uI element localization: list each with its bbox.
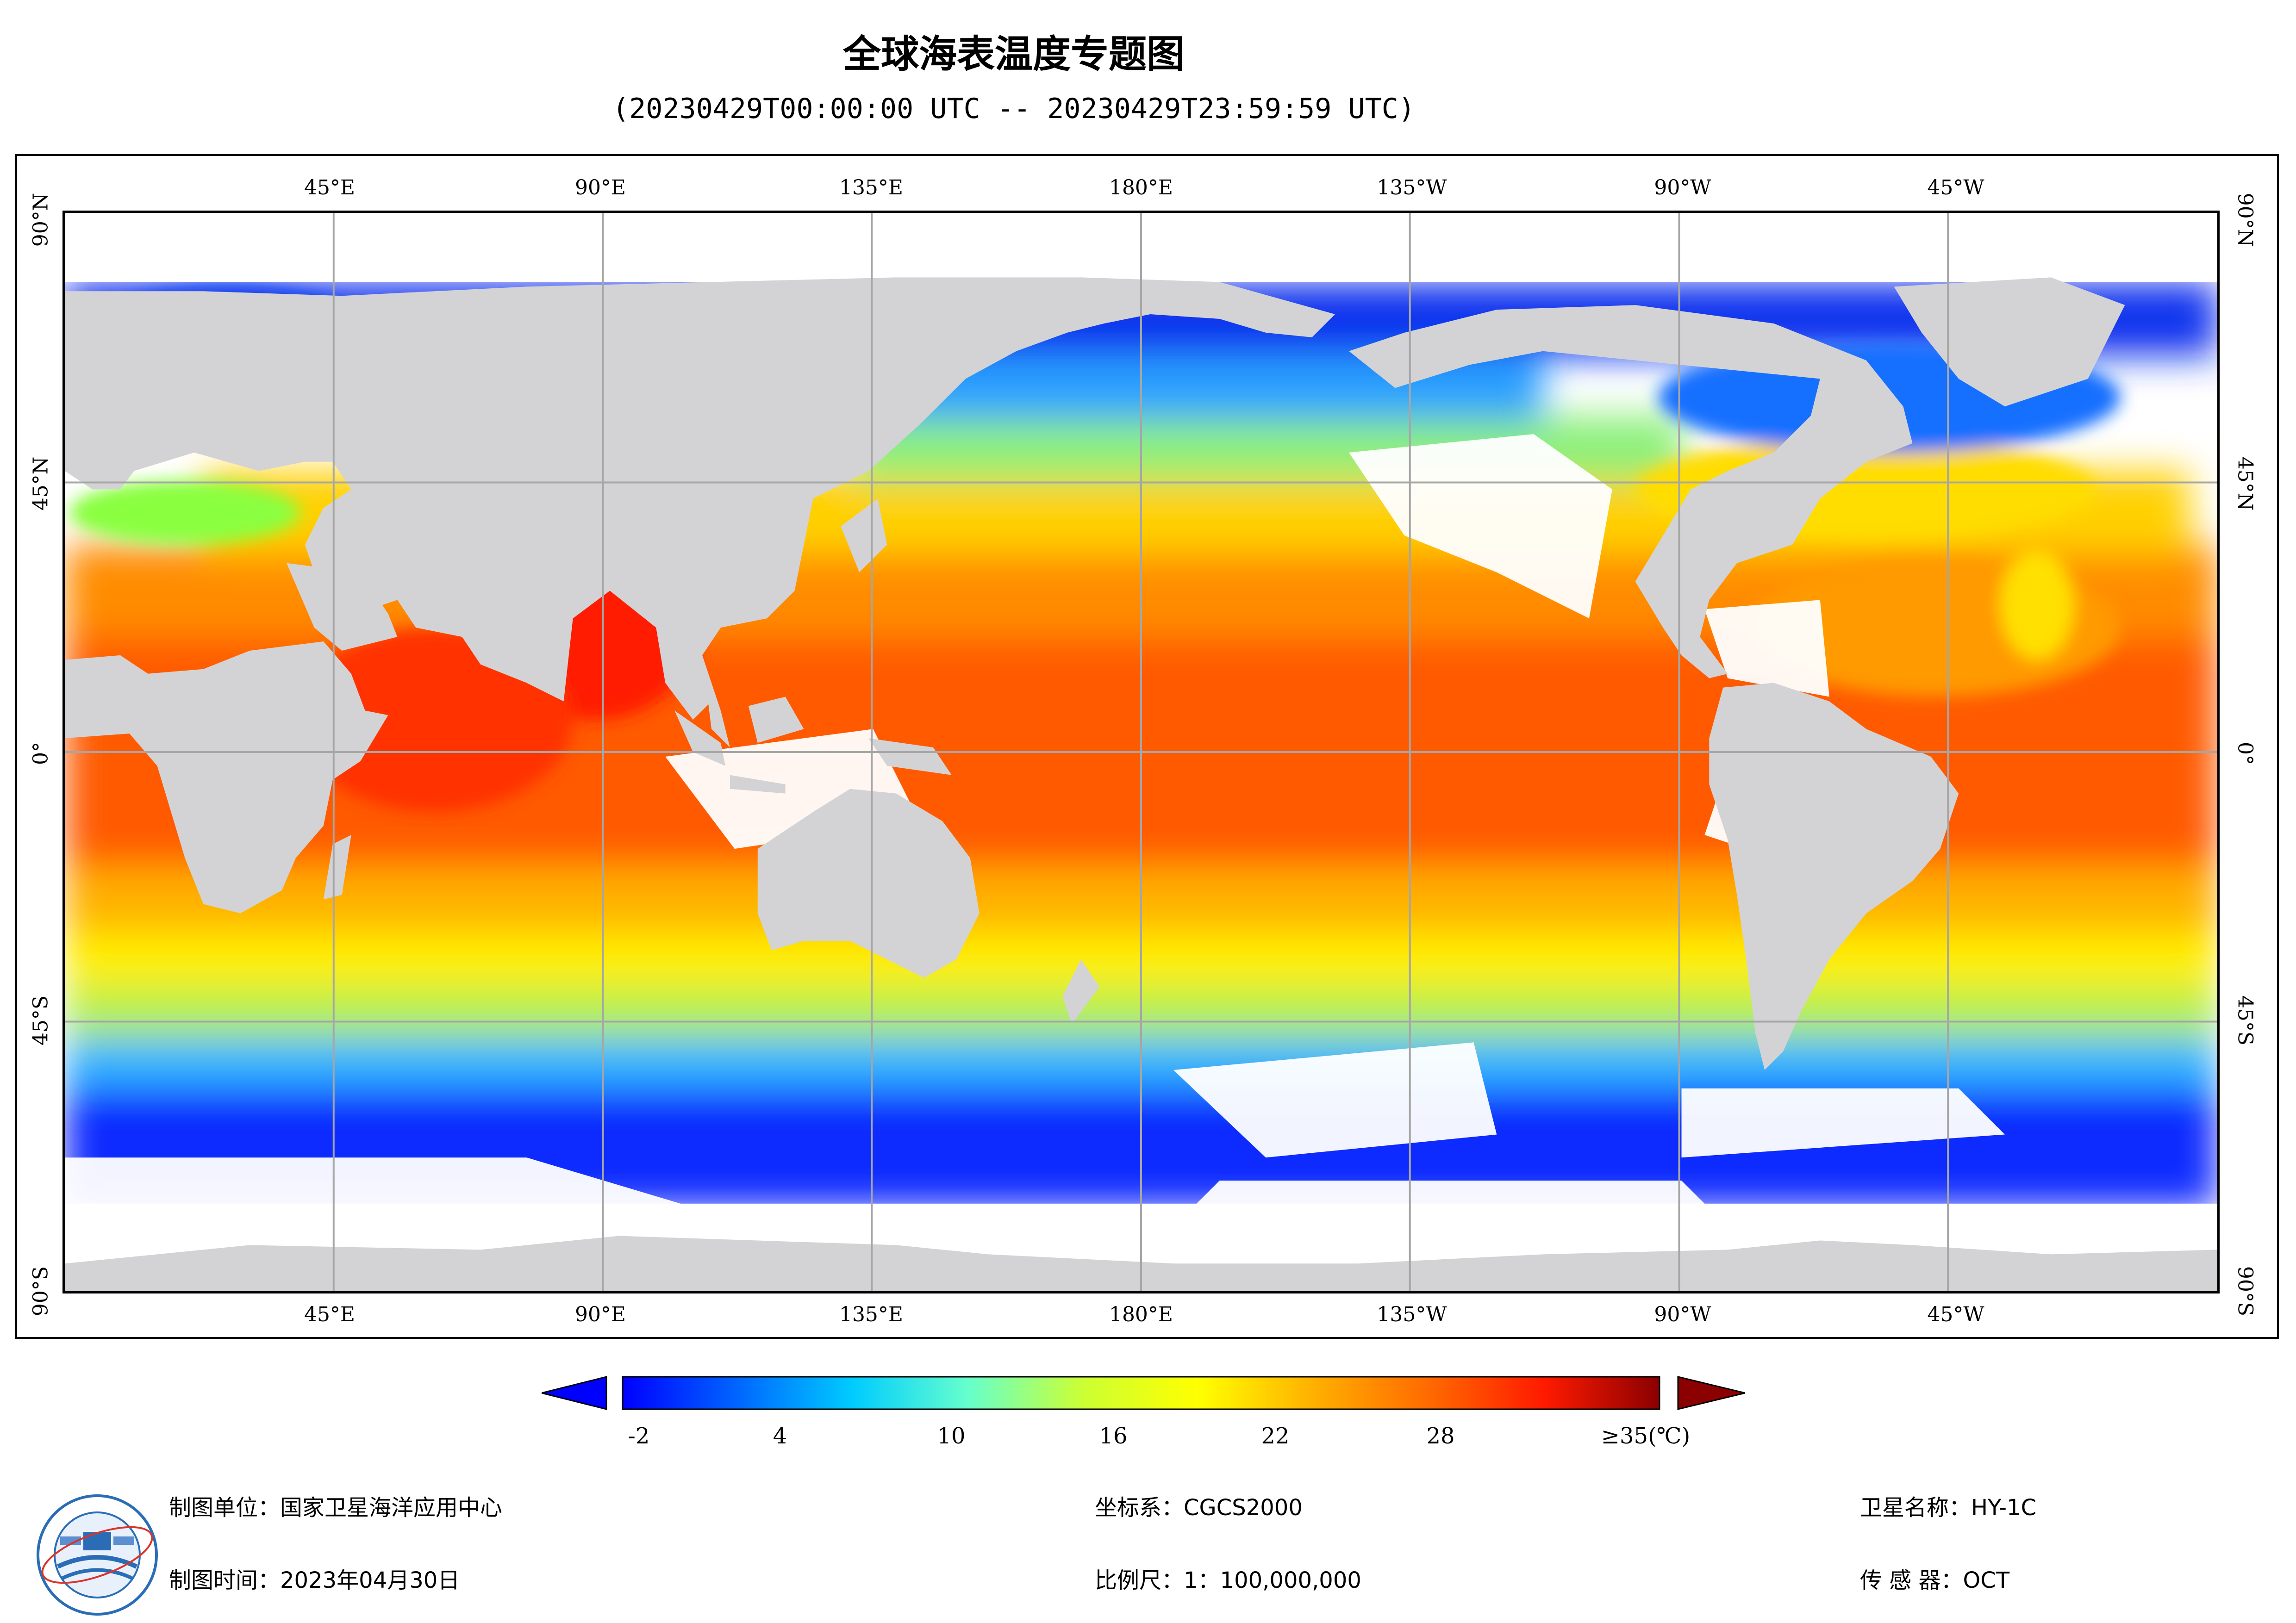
- lon-label-bottom: 135°E: [839, 1303, 904, 1326]
- no-data-north-pacific: [1349, 434, 1612, 619]
- mapping-date: 制图时间：2023年04月30日: [169, 1567, 460, 1593]
- lon-label-bottom: 180°E: [1109, 1303, 1173, 1326]
- colorbar: [542, 1372, 1745, 1414]
- map-scale: 比例尺：1：100,000,000: [1095, 1567, 1361, 1593]
- coordinate-system: 坐标系：CGCS2000: [1095, 1495, 1303, 1521]
- lat-label-left: 45°N: [29, 456, 53, 511]
- no-data-south-pacific: [1173, 1042, 1497, 1158]
- lon-label-top: 90°W: [1654, 176, 1711, 199]
- mapping-unit: 制图单位：国家卫星海洋应用中心: [169, 1495, 503, 1521]
- colorbar-tick-label: 10: [937, 1423, 966, 1449]
- lat-label-left: 90°S: [29, 1266, 53, 1317]
- land-greenland: [1894, 277, 2125, 407]
- lon-label-top: 180°E: [1109, 176, 1173, 199]
- colorbar-underflow-arrow: [542, 1376, 607, 1410]
- lon-label-bottom: 45°E: [304, 1303, 356, 1326]
- graticule: [65, 213, 2217, 1291]
- colorbar-tick-label: 16: [1099, 1423, 1128, 1449]
- no-data-east-pacific: [1704, 600, 1829, 697]
- lon-label-top: 135°E: [839, 176, 904, 199]
- lon-label-bottom: 90°E: [574, 1303, 626, 1326]
- map-title: 全球海表温度专题图: [842, 32, 1185, 76]
- sst-cool-mediterranean: [69, 480, 300, 545]
- land-new-zealand: [1062, 959, 1100, 1024]
- lat-label-left: 45°S: [29, 995, 53, 1046]
- lon-label-bottom: 45°W: [1927, 1303, 1984, 1326]
- lat-label-right: 45°N: [2233, 456, 2257, 511]
- lon-label-top: 135°W: [1377, 176, 1447, 199]
- land-japan: [841, 498, 887, 572]
- lat-label-left: 0°: [29, 742, 53, 765]
- colorbar-gradient-bar: [622, 1376, 1660, 1410]
- lat-label-right: 0°: [2233, 742, 2257, 765]
- lon-label-top: 90°E: [574, 176, 626, 199]
- lat-label-right: 90°S: [2233, 1266, 2257, 1317]
- sst-map-canvas: [65, 213, 2217, 1291]
- lat-label-right: 45°S: [2233, 995, 2257, 1046]
- colorbar-tick-label: 28: [1426, 1423, 1455, 1449]
- time-range-subtitle: (20230429T00:00:00 UTC -- 20230429T23:59…: [612, 93, 1415, 125]
- colorbar-tick-label: ≥35(℃): [1601, 1423, 1691, 1449]
- lon-label-bottom: 90°W: [1654, 1303, 1711, 1326]
- sensor-name: 传 感 器：OCT: [1860, 1567, 2010, 1593]
- colorbar-tick-label: 22: [1261, 1423, 1290, 1449]
- land-new-guinea: [868, 738, 952, 775]
- logo-svg: [37, 1494, 158, 1616]
- lon-label-top: 45°E: [304, 176, 356, 199]
- lon-label-top: 45°W: [1927, 176, 1984, 199]
- land-north-america: [1349, 305, 1913, 678]
- lon-label-bottom: 135°W: [1377, 1303, 1447, 1326]
- no-data-south-atlantic: [1681, 1088, 2005, 1158]
- colorbar-svg: [542, 1376, 1745, 1410]
- land-africa: [65, 641, 388, 914]
- colorbar-tick-label: 4: [773, 1423, 787, 1449]
- land-arabia: [286, 563, 398, 651]
- colorbar-overflow-arrow: [1677, 1376, 1745, 1410]
- land-java: [730, 775, 786, 794]
- land-indochina-peninsula: [702, 655, 730, 748]
- land-south-america: [1709, 683, 1959, 1070]
- land-madagascar: [323, 835, 351, 900]
- sst-map: [62, 211, 2220, 1293]
- map-frame: [15, 154, 2279, 1339]
- land-australia: [757, 789, 980, 978]
- lat-label-left: 90°N: [29, 193, 53, 247]
- sst-hotspot-gulf-stream: [2000, 549, 2074, 660]
- national-satellite-ocean-application-service-logo: [35, 1492, 160, 1617]
- land-borneo: [748, 696, 804, 743]
- lat-label-right: 90°N: [2233, 193, 2257, 247]
- satellite-name: 卫星名称：HY-1C: [1860, 1495, 2037, 1521]
- colorbar-tick-label: -2: [628, 1423, 650, 1449]
- land-eurasia: [65, 277, 1335, 720]
